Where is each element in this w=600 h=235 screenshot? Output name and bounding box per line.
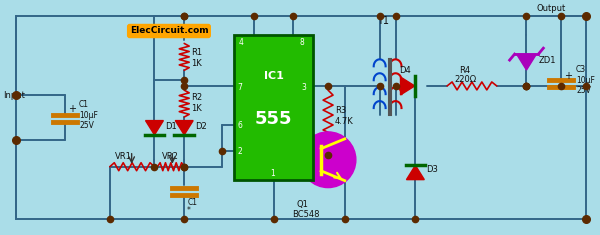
Text: VR2: VR2 — [163, 152, 179, 161]
Text: D4: D4 — [400, 66, 412, 75]
Text: 6: 6 — [238, 121, 242, 130]
Polygon shape — [400, 77, 415, 95]
Text: ZD1: ZD1 — [538, 56, 556, 65]
Text: 220Ω: 220Ω — [454, 75, 476, 84]
Text: 4: 4 — [239, 39, 244, 47]
Polygon shape — [406, 165, 424, 180]
Text: 1K: 1K — [191, 104, 202, 113]
Text: 4.7K: 4.7K — [335, 118, 354, 126]
Text: Input: Input — [2, 91, 25, 100]
Text: 1: 1 — [271, 169, 275, 178]
Text: +: + — [564, 71, 572, 81]
Text: BC548: BC548 — [292, 210, 320, 219]
Text: 2: 2 — [238, 147, 242, 156]
Text: *: * — [187, 206, 191, 215]
Text: R3: R3 — [335, 106, 346, 114]
Text: D3: D3 — [426, 165, 438, 174]
FancyBboxPatch shape — [234, 35, 313, 180]
Text: 555: 555 — [255, 110, 292, 128]
Polygon shape — [517, 54, 536, 70]
Text: 1K: 1K — [191, 59, 202, 68]
Text: VR1: VR1 — [115, 152, 131, 161]
Circle shape — [300, 132, 356, 188]
Polygon shape — [175, 121, 193, 135]
Text: Output: Output — [536, 4, 566, 13]
Text: D1: D1 — [166, 122, 177, 131]
Text: T1: T1 — [377, 16, 389, 26]
Text: 8: 8 — [299, 39, 304, 47]
Text: +: + — [68, 104, 76, 114]
Text: R2: R2 — [191, 93, 202, 102]
Text: IC1: IC1 — [263, 71, 283, 81]
Text: 7: 7 — [238, 83, 242, 92]
Text: Q1: Q1 — [296, 200, 308, 209]
Text: R4: R4 — [460, 66, 470, 75]
Text: C1: C1 — [187, 198, 197, 207]
Text: R1: R1 — [191, 48, 202, 57]
Text: C3
10μF
25V: C3 10μF 25V — [576, 65, 595, 95]
Text: D2: D2 — [195, 122, 207, 131]
Polygon shape — [146, 121, 163, 135]
Text: 3: 3 — [301, 83, 306, 92]
Text: ElecCircuit.com: ElecCircuit.com — [130, 27, 208, 35]
Text: C1
10μF
25V: C1 10μF 25V — [79, 100, 98, 130]
